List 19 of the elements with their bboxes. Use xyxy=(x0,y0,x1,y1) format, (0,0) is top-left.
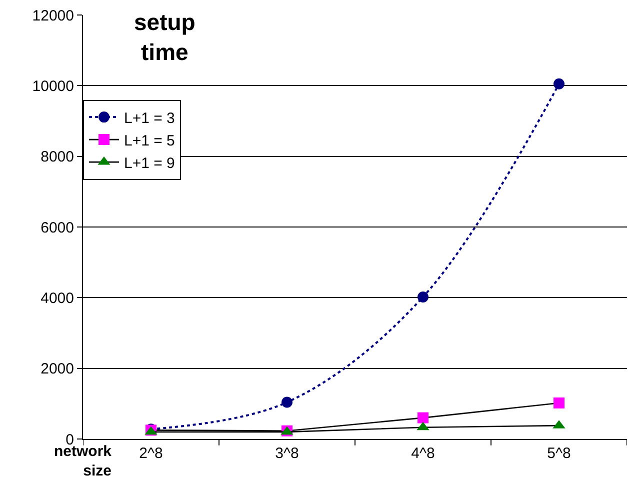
y-tick-label: 2000 xyxy=(40,360,74,378)
x-tick-label: 5^8 xyxy=(547,445,571,462)
point xyxy=(418,412,428,424)
x-tick-label: 2^8 xyxy=(139,445,163,462)
y-tick-label: 4000 xyxy=(40,290,74,307)
chart-title: setup time xyxy=(134,9,196,65)
y-tick-label: 8000 xyxy=(40,148,74,166)
y-tick-label: 6000 xyxy=(40,219,74,236)
point xyxy=(554,78,564,90)
point xyxy=(282,396,292,408)
point xyxy=(554,397,564,408)
legend-label: L+1 = 3 xyxy=(124,110,175,127)
legend-label: L+1 = 5 xyxy=(124,132,175,150)
point xyxy=(418,291,428,302)
y-tick-label: 10000 xyxy=(32,78,74,95)
x-tick-label: 4^8 xyxy=(411,445,435,462)
y-tick-label: 12000 xyxy=(32,7,74,24)
x-tick-label: 3^8 xyxy=(275,445,299,462)
legend-label: L+1 = 9 xyxy=(124,154,175,172)
